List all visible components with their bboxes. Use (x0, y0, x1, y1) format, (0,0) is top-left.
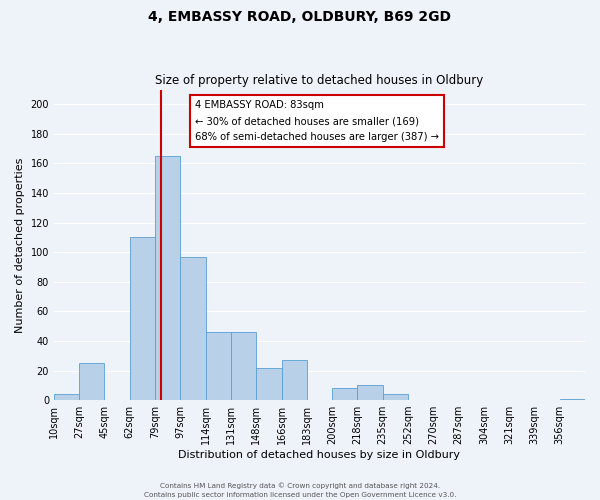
Bar (383, 394, 408, 400)
Text: 4 EMBASSY ROAD: 83sqm
← 30% of detached houses are smaller (169)
68% of semi-det: 4 EMBASSY ROAD: 83sqm ← 30% of detached … (194, 100, 439, 141)
Text: Contains public sector information licensed under the Open Government Licence v3: Contains public sector information licen… (144, 492, 456, 498)
Title: Size of property relative to detached houses in Oldbury: Size of property relative to detached ho… (155, 74, 484, 87)
Bar (130, 238, 155, 400)
Bar (358, 386, 383, 400)
Text: Contains HM Land Registry data © Crown copyright and database right 2024.: Contains HM Land Registry data © Crown c… (160, 482, 440, 489)
Bar (181, 256, 206, 400)
Bar (155, 156, 181, 400)
Text: 4, EMBASSY ROAD, OLDBURY, B69 2GD: 4, EMBASSY ROAD, OLDBURY, B69 2GD (149, 10, 452, 24)
Bar (281, 360, 307, 400)
Bar (54, 394, 79, 400)
Bar (256, 368, 281, 400)
Bar (560, 398, 585, 400)
Bar (231, 332, 256, 400)
Y-axis label: Number of detached properties: Number of detached properties (15, 157, 25, 332)
X-axis label: Distribution of detached houses by size in Oldbury: Distribution of detached houses by size … (178, 450, 460, 460)
Bar (79, 363, 104, 400)
Bar (332, 388, 358, 400)
Bar (206, 332, 231, 400)
